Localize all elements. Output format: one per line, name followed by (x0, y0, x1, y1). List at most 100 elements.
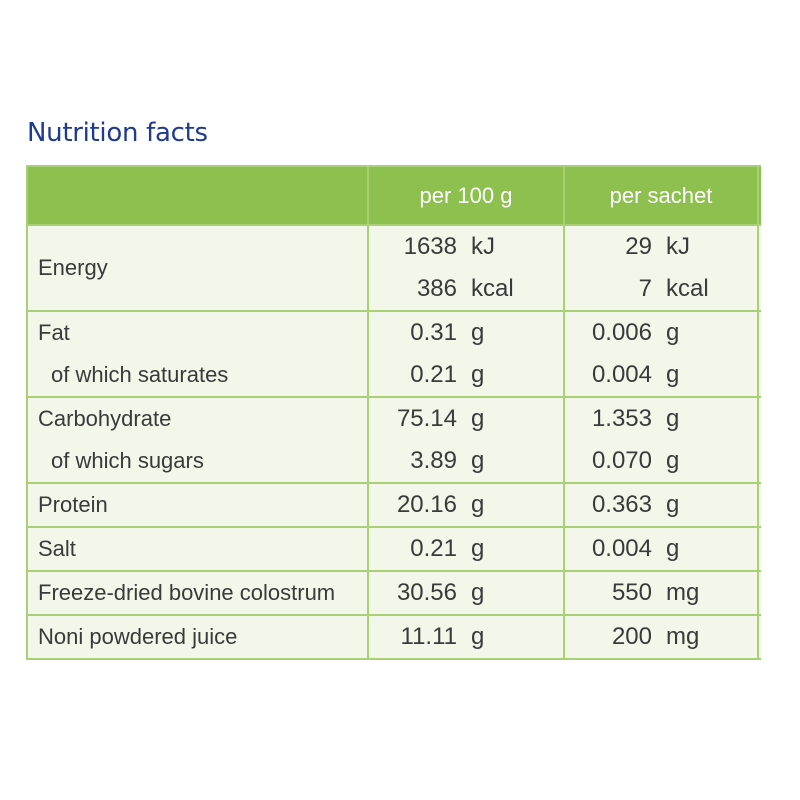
value-number: 30.56 (396, 579, 457, 606)
value-unit: g (666, 491, 680, 518)
value-line: 0.070 g (565, 440, 757, 482)
nutrient-label-cell: Protein (28, 484, 369, 526)
per-sachet-value-cell: 550 mg (565, 572, 759, 614)
nutrient-label-cell: Fat of which saturates (28, 312, 369, 396)
nutrient-name: Fat (38, 320, 70, 345)
value-number: 20.16 (396, 491, 457, 518)
nutrient-subname: of which sugars (51, 448, 204, 473)
value-number: 29 (625, 233, 652, 260)
table-row: Salt 0.21 g 0.004 g (28, 528, 761, 572)
value-line: 0.21 g (369, 528, 563, 570)
value-line: 75.14 g (369, 398, 563, 440)
value-line: 0.21 g (369, 354, 563, 396)
value-unit: g (471, 535, 485, 562)
value-line: 0.31 g (369, 312, 563, 354)
value-unit: mg (666, 623, 700, 650)
value-number: 0.006 (591, 319, 652, 346)
value-unit: g (471, 623, 485, 650)
value-unit: g (471, 361, 485, 388)
table-row: Freeze-dried bovine colostrum 30.56 g 550 mg (28, 572, 761, 616)
value-unit: mg (666, 579, 700, 606)
value-line: 30.56 g (369, 572, 563, 614)
nutrition-table: per 100 g per sachet Energy 1638 kJ 386 kcal… (26, 165, 761, 660)
table-row: Fat of which saturates 0.31 g 0.21 g 0.006 g 0.0… (28, 312, 761, 398)
header-label-col (28, 167, 369, 224)
value-number: 386 (416, 275, 457, 302)
value-number: 75.14 (396, 405, 457, 432)
per-100g-value-cell: 20.16 g (369, 484, 565, 526)
nutrient-label-cell: Freeze-dried bovine colostrum (28, 572, 369, 614)
value-unit: kcal (471, 275, 514, 302)
value-unit: kJ (471, 233, 495, 260)
value-line: 0.004 g (565, 354, 757, 396)
per-100g-value-cell: 1638 kJ 386 kcal (369, 226, 565, 310)
value-number: 0.21 (410, 535, 457, 562)
value-line: 0.363 g (565, 484, 757, 526)
value-unit: kcal (666, 275, 709, 302)
nutrient-subname: of which saturates (51, 362, 229, 387)
table-row: Protein 20.16 g 0.363 g (28, 484, 761, 528)
value-line: 0.004 g (565, 528, 757, 570)
nutrient-name: Carbohydrate (38, 406, 172, 431)
per-100g-value-cell: 0.21 g (369, 528, 565, 570)
value-number: 0.21 (410, 361, 457, 388)
value-unit: g (666, 361, 680, 388)
value-line: 7 kcal (565, 268, 757, 310)
header-per-100g: per 100 g (369, 167, 565, 224)
value-number: 0.004 (591, 361, 652, 388)
value-line: 550 mg (565, 572, 757, 614)
value-line: 0.006 g (565, 312, 757, 354)
nutrient-name: Freeze-dried bovine colostrum (38, 580, 336, 605)
value-unit: g (471, 491, 485, 518)
per-sachet-value-cell: 0.004 g (565, 528, 759, 570)
value-unit: g (471, 319, 485, 346)
value-line: 1.353 g (565, 398, 757, 440)
nutrient-label-cell: Salt (28, 528, 369, 570)
value-line: 29 kJ (565, 226, 757, 268)
value-number: 0.004 (591, 535, 652, 562)
table-row: Energy 1638 kJ 386 kcal 29 kJ 7 kcal (28, 226, 761, 312)
value-line: 20.16 g (369, 484, 563, 526)
per-sachet-value-cell: 200 mg (565, 616, 759, 658)
value-unit: g (471, 405, 485, 432)
value-line: 11.11 g (369, 616, 563, 658)
value-number: 550 (611, 579, 652, 606)
per-100g-value-cell: 0.31 g 0.21 g (369, 312, 565, 396)
value-unit: g (471, 579, 485, 606)
per-sachet-value-cell: 0.006 g 0.004 g (565, 312, 759, 396)
table-row: Carbohydrate of which sugars 75.14 g 3.89 g 1.… (28, 398, 761, 484)
per-100g-value-cell: 11.11 g (369, 616, 565, 658)
value-unit: g (471, 447, 485, 474)
value-number: 11.11 (400, 623, 458, 650)
nutrient-name: Protein (38, 492, 108, 517)
table-row: Noni powdered juice 11.11 g 200 mg (28, 616, 761, 660)
value-unit: kJ (666, 233, 690, 260)
value-unit: g (666, 405, 680, 432)
nutrient-label-cell: Energy (28, 226, 369, 310)
value-number: 7 (638, 275, 652, 302)
value-line: 386 kcal (369, 268, 563, 310)
table-header: per 100 g per sachet (28, 167, 761, 226)
nutrient-name: Energy (38, 255, 108, 280)
page-title: Nutrition facts (27, 118, 208, 148)
value-line: 3.89 g (369, 440, 563, 482)
per-sachet-value-cell: 1.353 g 0.070 g (565, 398, 759, 482)
nutrient-name: Noni powdered juice (38, 624, 238, 649)
nutrient-label-cell: Carbohydrate of which sugars (28, 398, 369, 482)
value-number: 0.070 (591, 447, 652, 474)
value-unit: g (666, 535, 680, 562)
per-sachet-value-cell: 0.363 g (565, 484, 759, 526)
value-number: 1638 (403, 233, 457, 260)
per-100g-value-cell: 30.56 g (369, 572, 565, 614)
per-sachet-value-cell: 29 kJ 7 kcal (565, 226, 759, 310)
value-number: 200 (611, 623, 652, 650)
nutrient-label-cell: Noni powdered juice (28, 616, 369, 658)
value-number: 1.353 (591, 405, 652, 432)
per-100g-value-cell: 75.14 g 3.89 g (369, 398, 565, 482)
value-number: 0.31 (410, 319, 457, 346)
value-number: 3.89 (410, 447, 457, 474)
value-line: 1638 kJ (369, 226, 563, 268)
nutrient-name: Salt (38, 536, 76, 561)
value-unit: g (666, 447, 680, 474)
value-line: 200 mg (565, 616, 757, 658)
